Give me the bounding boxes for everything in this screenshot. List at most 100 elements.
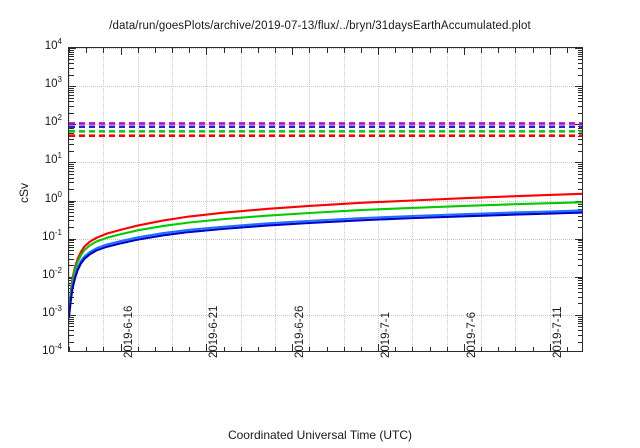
y-axis-minor-tick (577, 323, 582, 325)
x-axis-minor-tick (429, 48, 431, 53)
gridline-vertical (103, 48, 105, 351)
gridline-vertical (172, 48, 173, 351)
y-axis-major-tick (575, 314, 582, 316)
x-axis-tick-label: 2019-7-6 (465, 311, 478, 358)
x-axis-minor-tick (360, 48, 362, 53)
y-axis-minor-tick (577, 265, 582, 267)
x-axis-minor-tick (189, 346, 191, 351)
y-axis-minor-tick (577, 189, 582, 191)
y-axis-minor-tick (577, 296, 582, 298)
y-axis-minor-tick (577, 250, 582, 252)
y-axis-minor-tick (577, 242, 582, 244)
gridline-horizontal (69, 124, 582, 126)
x-axis-tick-label: 2019-7-1 (380, 311, 392, 358)
y-axis-major-tick (69, 48, 76, 49)
y-axis-minor-tick (69, 67, 74, 69)
y-axis-minor-tick (69, 244, 74, 246)
y-axis-minor-tick (577, 182, 582, 184)
y-axis-minor-tick (577, 204, 582, 206)
y-axis-minor-tick (577, 144, 582, 146)
y-axis-minor-tick (577, 291, 582, 293)
x-axis-major-tick (292, 48, 294, 55)
x-axis-minor-tick (395, 48, 397, 53)
y-axis-minor-tick (69, 326, 74, 328)
y-axis-minor-tick (69, 53, 74, 55)
y-axis-minor-tick (577, 101, 582, 103)
y-axis-minor-tick (577, 51, 582, 53)
y-axis-minor-tick (577, 63, 582, 65)
x-axis-minor-tick (343, 346, 345, 351)
y-axis-major-tick (69, 162, 76, 164)
x-axis-minor-tick (515, 346, 517, 351)
y-axis-minor-tick (69, 168, 74, 170)
y-axis-minor-tick (69, 49, 74, 51)
y-axis-tick-label: 10-2 (42, 265, 62, 281)
y-axis-tick-label: 104 (44, 37, 62, 52)
y-axis-tick-label: 100 (44, 189, 62, 205)
y-axis-minor-tick (69, 250, 74, 252)
gridline-vertical (137, 48, 139, 351)
x-axis-minor-tick (498, 346, 500, 351)
x-axis-minor-tick (429, 346, 431, 351)
gridline-horizontal (69, 276, 582, 278)
y-axis-minor-tick (577, 74, 582, 76)
gridline-horizontal (69, 86, 582, 88)
y-axis-minor-tick (69, 166, 74, 168)
y-axis-minor-tick (577, 206, 582, 208)
y-axis-minor-tick (577, 326, 582, 328)
y-axis-tick-labels: 104 103 102 101 100 10-1 10-2 10-3 10-4 (0, 38, 62, 357)
y-axis-minor-tick (577, 56, 582, 58)
x-axis-minor-tick (275, 346, 276, 351)
y-axis-minor-tick (577, 59, 582, 61)
y-axis-minor-tick (577, 280, 582, 282)
x-axis-minor-tick (103, 346, 105, 351)
y-axis-title: cSv (17, 183, 31, 204)
y-axis-tick-label: 10-1 (42, 227, 62, 243)
y-axis-minor-tick (69, 94, 74, 96)
y-axis-minor-tick (577, 330, 582, 332)
y-axis-minor-tick (69, 112, 74, 114)
y-axis-minor-tick (69, 211, 74, 213)
y-axis-minor-tick (577, 215, 582, 217)
y-axis-minor-tick (577, 106, 582, 108)
y-axis-tick-label: 102 (44, 113, 62, 129)
y-axis-tick-label: 103 (44, 75, 62, 91)
x-axis-minor-tick (154, 346, 156, 351)
x-axis-title: Coordinated Universal Time (UTC) (227, 428, 413, 442)
x-axis-minor-tick (515, 48, 517, 53)
y-axis-major-tick (69, 200, 76, 202)
y-axis-major-tick (69, 124, 76, 126)
x-axis-major-tick (463, 48, 465, 55)
x-axis-minor-tick (532, 346, 534, 351)
x-axis-minor-tick (86, 48, 88, 53)
y-axis-minor-tick (577, 87, 582, 89)
x-axis-major-tick (549, 48, 551, 55)
x-axis-minor-tick (446, 48, 448, 53)
x-axis-tick-label: 2019-6-26 (294, 305, 307, 358)
x-axis-minor-tick (137, 48, 139, 53)
y-axis-minor-tick (69, 150, 74, 152)
y-axis-minor-tick (577, 316, 582, 318)
y-axis-minor-tick (577, 173, 582, 175)
y-axis-minor-tick (577, 150, 582, 152)
x-axis-minor-tick (86, 346, 88, 351)
gridline-vertical (206, 48, 208, 351)
gridline-horizontal (69, 314, 582, 316)
y-axis-minor-tick (69, 320, 74, 322)
y-axis-major-tick (575, 238, 582, 240)
gridline-horizontal (69, 200, 582, 202)
y-axis-minor-tick (69, 182, 74, 184)
y-axis-minor-tick (69, 258, 74, 260)
y-axis-minor-tick (577, 127, 582, 129)
x-axis-minor-tick (326, 48, 328, 53)
y-axis-major-tick (575, 162, 582, 164)
y-axis-minor-tick (577, 67, 582, 69)
x-axis-major-tick (463, 344, 465, 351)
series-lines-group (69, 192, 582, 318)
x-axis-minor-tick (240, 346, 242, 351)
y-axis-minor-tick (577, 89, 582, 91)
y-axis-minor-tick (577, 132, 582, 134)
y-axis-minor-tick (577, 164, 582, 166)
y-axis-minor-tick (69, 323, 74, 325)
